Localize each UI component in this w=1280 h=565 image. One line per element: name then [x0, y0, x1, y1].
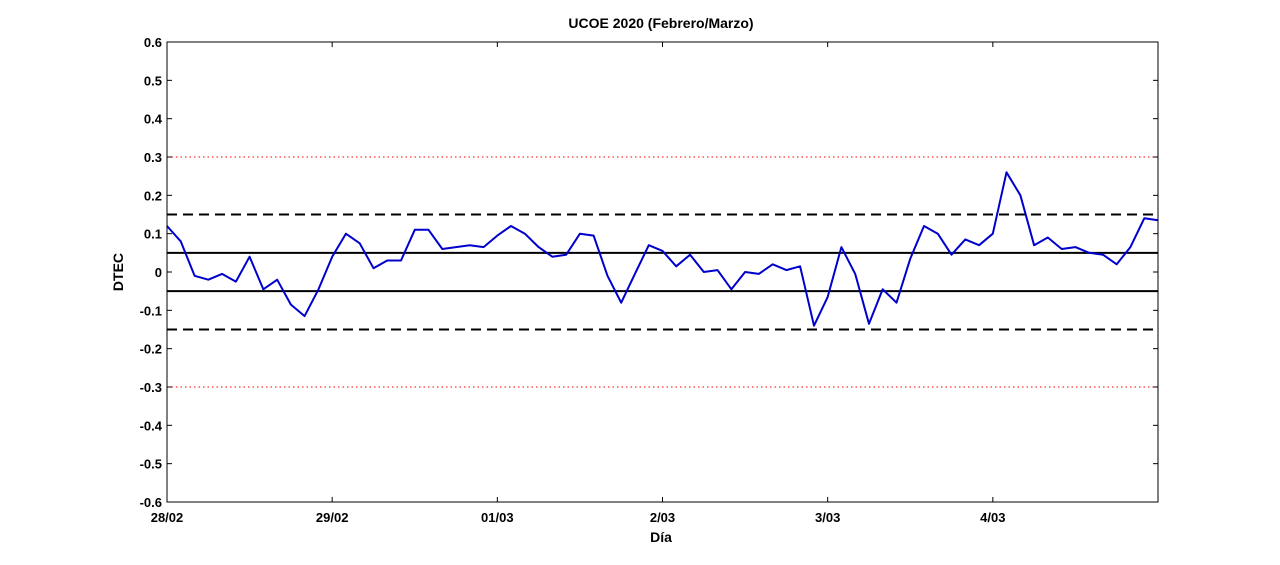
y-tick-label: -0.4 [140, 418, 163, 433]
y-tick-label: -0.6 [140, 495, 162, 510]
y-tick-label: 0 [155, 265, 162, 280]
y-tick-label: 0.1 [144, 227, 162, 242]
y-tick-label: -0.2 [140, 342, 162, 357]
x-axis: 28/02 29/02 01/03 2/03 3/03 4/03 [151, 42, 1005, 525]
y-tick-label: 0.6 [144, 35, 162, 50]
x-tick-label: 2/03 [650, 510, 675, 525]
x-tick-label: 29/02 [316, 510, 349, 525]
x-tick-label: 4/03 [980, 510, 1005, 525]
y-tick-label: -0.3 [140, 380, 162, 395]
y-axis: -0.6 -0.5 -0.4 -0.3 -0.2 -0.1 0 0.1 0.2 0.3 0.4 0.5… [140, 35, 1158, 510]
x-tick-label: 01/03 [481, 510, 514, 525]
chart-title: UCOE 2020 (Febrero/Marzo) [568, 15, 753, 31]
y-tick-label: -0.1 [140, 303, 162, 318]
y-tick-label: 0.3 [144, 150, 162, 165]
plot-frame [166, 41, 1159, 503]
x-axis-label: Día [650, 529, 672, 545]
y-axis-label: DTEC [110, 253, 126, 291]
y-tick-label: 0.2 [144, 188, 162, 203]
x-tick-label: 28/02 [151, 510, 184, 525]
plot-area [166, 156, 1159, 388]
y-tick-label: -0.5 [140, 457, 162, 472]
y-tick-label: 0.5 [144, 73, 162, 88]
y-tick-label: 0.4 [144, 112, 163, 127]
series-line-0 [166, 171, 1159, 327]
x-tick-label: 3/03 [815, 510, 840, 525]
